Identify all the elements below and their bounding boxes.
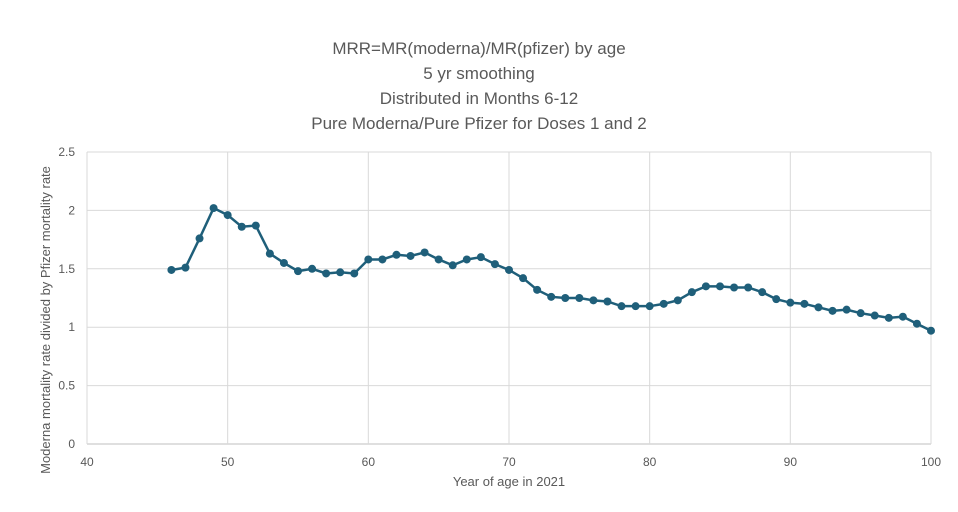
chart-title-line-1: MRR=MR(moderna)/MR(pfizer) by age bbox=[332, 39, 626, 58]
data-point bbox=[716, 282, 724, 291]
data-point bbox=[645, 302, 654, 311]
data-point bbox=[687, 288, 696, 297]
data-point bbox=[265, 249, 274, 258]
data-point bbox=[828, 306, 837, 315]
gridlines bbox=[86, 151, 932, 445]
data-point bbox=[434, 255, 443, 264]
y-tick-label: 2 bbox=[68, 203, 75, 217]
x-tick-label: 80 bbox=[643, 455, 657, 469]
data-point bbox=[589, 296, 598, 305]
data-point bbox=[406, 251, 415, 260]
data-point bbox=[673, 296, 682, 305]
data-point bbox=[237, 222, 246, 231]
data-point bbox=[308, 264, 317, 273]
data-point bbox=[294, 267, 302, 276]
data-point bbox=[786, 298, 795, 307]
series-line bbox=[171, 206, 932, 332]
chart-title: MRR=MR(moderna)/MR(pfizer) by age 5 yr s… bbox=[0, 36, 958, 136]
x-tick-label: 90 bbox=[784, 455, 798, 469]
x-axis-ticks: 40 50 60 70 80 90 100 bbox=[80, 455, 941, 469]
data-point bbox=[730, 283, 739, 292]
data-point bbox=[223, 211, 232, 220]
data-point bbox=[279, 258, 288, 267]
data-point bbox=[420, 248, 429, 257]
data-point bbox=[251, 221, 260, 230]
data-point bbox=[927, 326, 935, 335]
data-point bbox=[758, 288, 767, 297]
x-tick-label: 50 bbox=[221, 455, 235, 469]
data-point bbox=[364, 255, 373, 264]
chart-title-line-4: Pure Moderna/Pure Pfizer for Doses 1 and… bbox=[311, 114, 647, 133]
data-point bbox=[575, 294, 584, 302]
data-point bbox=[912, 319, 921, 328]
data-point bbox=[519, 274, 528, 283]
y-axis-label: Moderna mortality rate divided by Pfizer… bbox=[38, 166, 53, 474]
data-point bbox=[617, 302, 626, 311]
data-point bbox=[856, 309, 865, 318]
x-tick-label: 60 bbox=[362, 455, 376, 469]
x-axis-label: Year of age in 2021 bbox=[453, 474, 565, 489]
data-point bbox=[336, 268, 345, 277]
y-tick-label: 0 bbox=[68, 437, 75, 451]
data-point bbox=[814, 303, 823, 312]
data-point bbox=[322, 269, 331, 278]
y-tick-label: 1.5 bbox=[58, 262, 75, 276]
y-tick-label: 1 bbox=[68, 320, 75, 334]
data-point bbox=[195, 234, 204, 243]
data-point bbox=[561, 294, 570, 302]
data-point bbox=[842, 305, 851, 314]
data-point bbox=[898, 312, 907, 321]
data-point bbox=[870, 311, 879, 320]
series-points bbox=[167, 204, 935, 335]
y-tick-label: 0.5 bbox=[58, 379, 75, 393]
y-tick-label: 2.5 bbox=[58, 145, 75, 159]
data-point bbox=[378, 255, 387, 264]
data-point bbox=[462, 255, 471, 264]
data-point bbox=[631, 302, 640, 311]
data-point bbox=[603, 297, 612, 306]
data-point bbox=[547, 292, 556, 301]
data-point bbox=[533, 285, 542, 294]
data-point bbox=[392, 250, 401, 259]
data-point bbox=[209, 204, 218, 213]
data-point bbox=[476, 253, 485, 262]
data-point bbox=[772, 295, 781, 304]
data-point bbox=[448, 261, 457, 270]
chart-title-line-3: Distributed in Months 6-12 bbox=[379, 89, 579, 108]
data-point bbox=[744, 283, 753, 292]
chart-title-line-2: 5 yr smoothing bbox=[423, 64, 535, 83]
data-point bbox=[490, 260, 499, 269]
x-tick-label: 100 bbox=[921, 455, 941, 469]
x-tick-label: 70 bbox=[502, 455, 516, 469]
y-axis-ticks: 0 0.5 1 1.5 2 2.5 bbox=[58, 145, 75, 451]
data-point bbox=[181, 263, 190, 272]
data-point bbox=[167, 265, 176, 274]
data-point bbox=[350, 269, 359, 278]
data-point bbox=[884, 313, 893, 322]
data-point bbox=[800, 299, 809, 308]
data-point bbox=[701, 282, 710, 291]
x-tick-label: 40 bbox=[80, 455, 94, 469]
data-point bbox=[505, 265, 513, 274]
data-point bbox=[659, 299, 668, 308]
